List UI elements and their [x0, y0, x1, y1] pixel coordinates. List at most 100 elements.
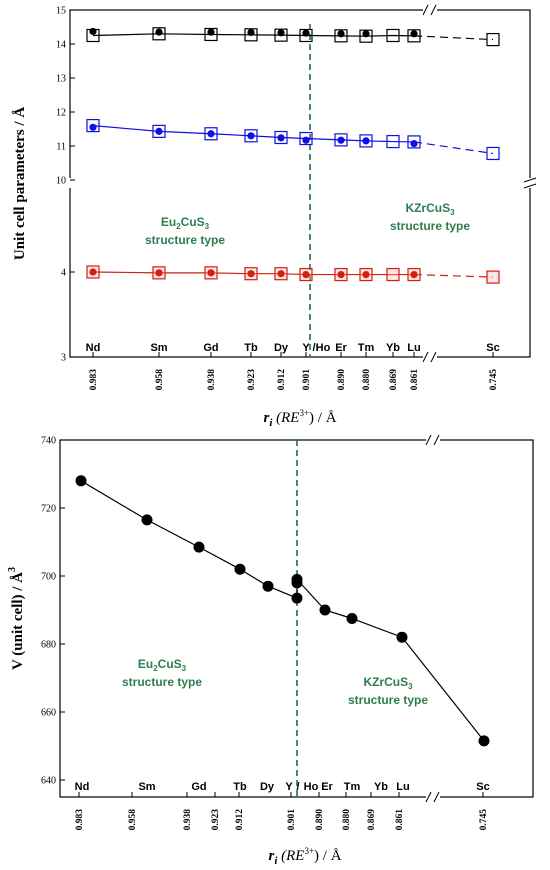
x-tick-label: 0.869 — [389, 369, 399, 391]
series-b-point — [362, 137, 370, 145]
series-b-open-marker — [244, 129, 258, 143]
element-label: Lu — [407, 342, 420, 354]
element-label: Tb — [233, 781, 247, 793]
x-tick-label: 0.983 — [89, 369, 99, 391]
volume-point — [346, 613, 358, 624]
series-b-point — [247, 132, 255, 140]
x-tick-label: 0.880 — [362, 369, 372, 391]
element-label: Lu — [396, 781, 409, 793]
x-tick-label: 0.880 — [342, 809, 352, 831]
series-c-point — [277, 270, 285, 278]
element-label-separator: / — [296, 781, 299, 793]
x-tick-label: 0.938 — [183, 809, 193, 831]
x-tick-label: 0.912 — [235, 809, 245, 831]
x-axis-break-top-slash — [430, 4, 437, 16]
series-a-point — [362, 30, 370, 38]
series-a-point — [247, 28, 255, 37]
series-c-open-marker — [486, 270, 500, 284]
y-tick-label: 660 — [41, 708, 56, 719]
element-label: Gd — [191, 781, 206, 793]
x-tick-label: 0.861 — [395, 809, 405, 831]
element-label: Yb — [374, 781, 388, 793]
element-label: Ho — [316, 342, 331, 354]
annotation-right-subtitle: structure type — [390, 219, 470, 233]
series-b-open-marker — [486, 146, 500, 161]
element-label: Tm — [344, 781, 361, 793]
y-axis-break-gap-left — [66, 178, 74, 188]
y-tick-label: 10 — [56, 176, 66, 187]
x-tick-label: 0.923 — [211, 809, 221, 831]
element-label: Sm — [138, 781, 155, 793]
y-tick-label: 15 — [56, 6, 66, 17]
series-b-open-marker — [86, 118, 100, 133]
element-label-separator: / — [312, 342, 315, 354]
series-a-point — [207, 28, 215, 36]
x-axis-break-bottom-slash — [422, 351, 429, 363]
series-b-open-marker — [204, 127, 218, 141]
y-tick-label: 4 — [61, 268, 66, 279]
plot-frame — [69, 9, 531, 358]
annotation-right-title: KZrCuS3 — [363, 675, 413, 691]
x-tick-label: 0.901 — [302, 369, 312, 391]
x-axis-break-bottom-slash — [430, 351, 437, 363]
element-label: Sm — [150, 342, 167, 354]
annotation-right-title: KZrCuS3 — [405, 201, 455, 217]
series-a-open-marker — [486, 32, 500, 47]
unit-cell-parameters-chart: 15 14 13 12 11 10 4 3 Nd Sm Gd Tb Dy Y Ho Er Tm Yb Lu Sc / 0.… — [12, 4, 537, 429]
series-c-point — [362, 270, 370, 279]
x-tick-label: 0.869 — [367, 809, 377, 831]
x-tick-label: 0.958 — [155, 369, 165, 391]
series-b-point — [207, 130, 215, 138]
y-tick-label: 680 — [41, 640, 56, 651]
series-c-open-marker — [386, 267, 400, 282]
series-c-line — [92, 271, 414, 276]
x-tick-label: 0.745 — [489, 369, 499, 391]
element-label: Nd — [86, 342, 101, 354]
y-tick-label: 740 — [41, 436, 56, 447]
x-tick-label: 0.901 — [287, 809, 297, 831]
element-label: Y — [302, 342, 310, 354]
volume-point — [193, 541, 205, 553]
volume-point — [75, 475, 87, 487]
series-a-open-marker — [204, 27, 218, 42]
series-a-open-marker — [274, 28, 288, 42]
volume-point — [478, 735, 490, 747]
series-b-open-marker — [274, 130, 288, 145]
element-label: Ho — [304, 781, 319, 793]
y-axis-label: Unit cell parameters / Å — [12, 107, 28, 260]
series-a-open-marker — [359, 29, 373, 43]
x-tick-label: 0.958 — [128, 809, 138, 831]
series-c-point — [302, 270, 310, 279]
series-c-point — [155, 269, 163, 277]
series-a-point — [89, 27, 97, 36]
x-tick-label: 0.861 — [410, 369, 420, 391]
x-axis-label: ri (RE3+) / Å — [263, 408, 336, 429]
series-a-dashed — [413, 35, 494, 41]
x-tick-label: 0.890 — [315, 809, 325, 831]
series-c-point — [410, 270, 418, 279]
x-axis-break-top-slash — [422, 4, 429, 16]
element-label: Er — [321, 781, 333, 793]
y-tick-label: 14 — [56, 40, 66, 51]
series-b-open-marker — [152, 124, 166, 138]
series-b-open-marker — [407, 135, 421, 149]
series-c-point — [247, 270, 255, 278]
y-tick-label: 640 — [41, 776, 56, 787]
y-axis-label: V (unit cell) / Å3 — [7, 567, 26, 670]
y-axis-break-slash — [523, 183, 537, 189]
series-b-open-marker — [299, 131, 313, 146]
element-label: Nd — [75, 781, 90, 793]
element-label: Er — [335, 342, 347, 354]
volume-point — [262, 580, 274, 592]
volume-point — [234, 563, 246, 575]
x-tick-label: 0.938 — [207, 369, 217, 391]
x-tick-label: 0.890 — [337, 369, 347, 391]
element-label: Tm — [358, 342, 375, 354]
series-a-point — [410, 30, 418, 38]
element-label: Y — [285, 781, 293, 793]
series-a-open-marker — [299, 28, 313, 43]
series-b-point — [302, 136, 310, 144]
element-label: Dy — [260, 781, 275, 793]
y-tick-label: 720 — [41, 504, 56, 515]
x-axis-break-bottom-slash — [425, 791, 432, 803]
